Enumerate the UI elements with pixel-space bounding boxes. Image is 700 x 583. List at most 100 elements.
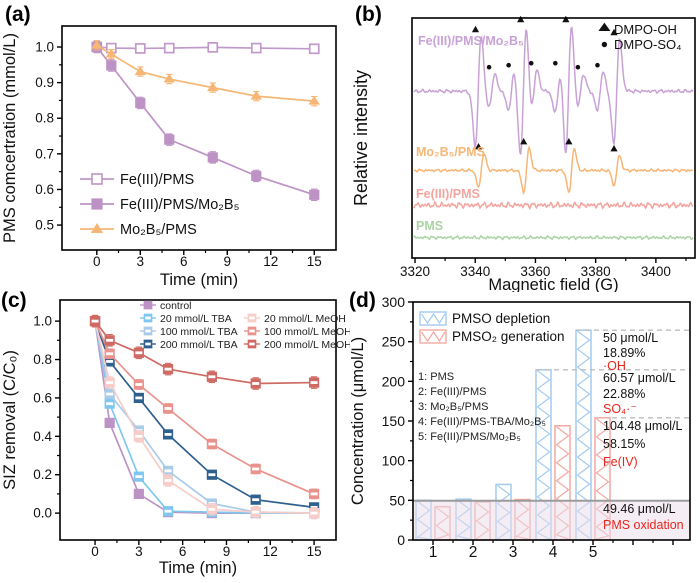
svg-text:6: 6 [179,544,187,559]
svg-text:3340: 3340 [460,264,490,279]
svg-text:Concentration (μmol/L): Concentration (μmol/L) [350,337,367,505]
svg-text:200 mmol/L MeOH: 200 mmol/L MeOH [264,339,350,351]
x-axis: 3320 3340 3360 3380 3400 Magnetic field (G) [400,258,687,292]
panel-c-siz-removal-chart: 0 3 6 9 12 15 Time (min) 0.0 0.2 0.4 0.6 0.8 1.0 SIZ … [1,299,350,577]
panel-letter-d: (d) [349,289,376,312]
svg-text:15: 15 [307,544,322,559]
svg-text:9: 9 [224,254,232,269]
svg-text:20 mmol/L TBA: 20 mmol/L TBA [160,313,232,325]
svg-text:0.9: 0.9 [35,75,54,90]
legend: Fe(III)/PMS Fe(III)/PMS/Mo₂B₅ Mo₂B₅/PMS [80,172,240,238]
svg-text:DMPO-OH: DMPO-OH [614,22,677,37]
svg-text:0.6: 0.6 [35,182,54,197]
svg-text:·OH: ·OH [603,359,626,373]
series-Fe(III)/PMS [91,41,320,55]
svg-text:50: 50 [389,492,405,508]
svg-text:control: control [160,300,192,312]
svg-text:1.0: 1.0 [35,40,54,55]
epr-curve-Fe(III)/PMS/Mo₂B₅ [413,15,694,155]
svg-text:0.4: 0.4 [33,429,52,444]
svg-text:PMSO depletion: PMSO depletion [452,311,550,326]
svg-text:3400: 3400 [641,264,671,279]
svg-text:Magnetic field (G): Magnetic field (G) [488,276,618,292]
svg-text:3: 3 [137,254,145,269]
svg-text:Time (min): Time (min) [160,271,238,289]
y-axis-label: Relative intensity [351,70,371,206]
svg-text:100: 100 [382,453,406,469]
svg-text:Time (min): Time (min) [159,559,237,577]
svg-text:250: 250 [382,334,406,350]
svg-text:Fe(III)/PMS: Fe(III)/PMS [416,187,480,201]
svg-text:1: PMS: 1: PMS [418,371,454,383]
svg-text:Relative intensity: Relative intensity [351,70,371,206]
y-axis: 0 50 100 150 200 250 300 Concentration (μmol/L) [350,294,413,548]
y-axis: 0.0 0.2 0.4 0.6 0.8 1.0 SIZ removal (C/C₀) [1,314,60,521]
svg-text:SO₄·⁻: SO₄·⁻ [603,402,637,416]
svg-text:104.48 μmol/L: 104.48 μmol/L [603,419,683,433]
svg-text:4: 4 [549,544,558,561]
svg-text:300: 300 [382,294,406,310]
svg-text:12: 12 [263,544,278,559]
series-Mo₂B₅/PMS [91,39,320,107]
svg-text:1.0: 1.0 [33,314,52,329]
svg-text:PMSO₂ generation: PMSO₂ generation [452,329,565,344]
x-axis: 0 3 6 9 12 15 Time (min) [91,540,322,577]
svg-text:0.8: 0.8 [33,352,52,367]
panel-letter-a: (a) [5,3,31,26]
svg-text:1: 1 [429,544,438,561]
svg-text:18.89%: 18.89% [603,346,645,360]
svg-text:Fe(III)/PMS/Mo₂B₅: Fe(III)/PMS/Mo₂B₅ [418,34,524,48]
svg-text:200: 200 [382,373,406,389]
svg-text:100 mmol/L TBA: 100 mmol/L TBA [160,326,238,338]
svg-text:0.7: 0.7 [35,146,54,161]
svg-text:0.6: 0.6 [33,390,52,405]
svg-text:150: 150 [382,413,406,429]
svg-text:3320: 3320 [400,264,430,279]
svg-text:Mo₂B₅/PMS: Mo₂B₅/PMS [120,222,197,238]
svg-text:200 mmol/L TBA: 200 mmol/L TBA [160,339,238,351]
svg-text:50 μmol/L: 50 μmol/L [603,331,658,345]
svg-text:100 mmol/L MeOH: 100 mmol/L MeOH [264,326,350,338]
svg-text:3380: 3380 [581,264,611,279]
svg-text:PMS oxidation: PMS oxidation [603,518,684,532]
epr-curve-Mo₂B₅/PMS [413,138,693,196]
svg-text:Fe(IV): Fe(IV) [603,455,638,469]
svg-text:5: 5 [589,544,598,561]
svg-text:0.2: 0.2 [33,467,52,482]
svg-text:4: Fe(III)/PMS-TBA/Mo₂B₅: 4: Fe(III)/PMS-TBA/Mo₂B₅ [418,416,546,428]
svg-text:Mo₂B₅/PMS: Mo₂B₅/PMS [416,145,485,159]
svg-text:15: 15 [307,254,322,269]
svg-text:Fe(III)/PMS/Mo₂B₅: Fe(III)/PMS/Mo₂B₅ [120,197,240,213]
dashed-guides [536,329,690,419]
svg-text:DMPO-SO₄: DMPO-SO₄ [614,37,681,52]
svg-text:6: 6 [180,254,188,269]
svg-text:58.15%: 58.15% [603,437,645,451]
condition-list: 1: PMS 2: Fe(III)/PMS 3: Mo₂B₅/PMS 4: Fe(II… [418,371,546,443]
plot-area [91,39,320,202]
plot-area [89,314,320,520]
svg-text:3360: 3360 [520,264,550,279]
legend: PMSO depletion PMSO₂ generation [419,311,565,344]
svg-text:SIZ removal (C/C₀): SIZ removal (C/C₀) [1,350,19,490]
svg-text:PMS: PMS [416,219,443,233]
svg-text:0: 0 [91,544,99,559]
svg-text:0: 0 [397,532,405,548]
series-200 mmol/L MeOH [89,314,320,390]
svg-text:PMS comcertration (mmol/L): PMS comcertration (mmol/L) [1,33,19,243]
x-axis: 1 2 3 4 5 [429,540,674,561]
svg-text:0.0: 0.0 [33,506,52,521]
panel-letter-c: (c) [1,289,27,312]
svg-text:5: Fe(III)/PMS/Mo₂B₅: 5: Fe(III)/PMS/Mo₂B₅ [418,431,521,443]
svg-text:12: 12 [263,254,278,269]
svg-text:0.5: 0.5 [35,218,54,233]
svg-text:3: 3 [135,544,143,559]
x-axis: 0 3 6 9 12 15 Time (min) [93,250,322,289]
panel-a-pms-decay-chart: 0 3 6 9 12 15 Time (min) 0.5 0.6 0.7 0.8 0.9 1.0 PMS … [1,25,337,289]
panel-b-epr-spectra-chart: Fe(III)/PMS/Mo₂B₅ Mo₂B₅/PMS Fe(III)/PMS PMS… [351,15,696,292]
epr-curve-PMS [413,234,694,241]
